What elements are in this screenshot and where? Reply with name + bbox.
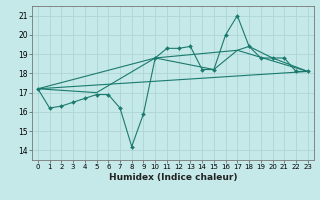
X-axis label: Humidex (Indice chaleur): Humidex (Indice chaleur) bbox=[108, 173, 237, 182]
